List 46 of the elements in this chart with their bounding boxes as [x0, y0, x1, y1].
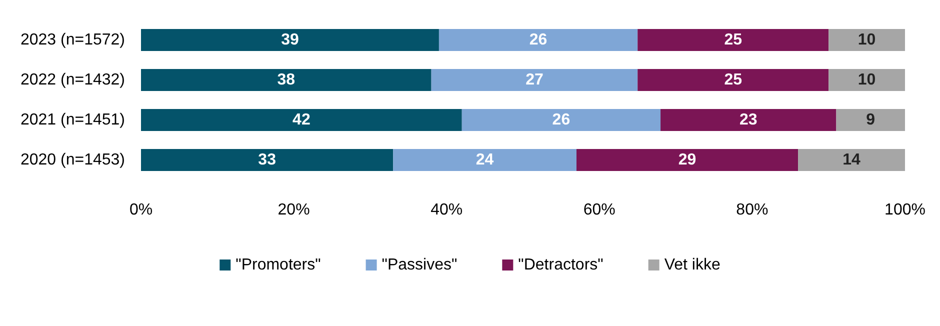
x-tick-label: 60%: [583, 202, 616, 218]
bar: [141, 29, 439, 51]
data-label: 24: [476, 152, 494, 168]
data-label: 38: [277, 72, 296, 88]
x-tick-label: 0%: [129, 202, 153, 218]
x-tick-label: 100%: [884, 202, 926, 218]
x-tick-label: 80%: [736, 202, 768, 218]
data-label: 26: [552, 112, 570, 128]
bar: [462, 109, 661, 131]
y-tick-label: 2021 (n=1451): [20, 112, 125, 128]
y-tick-label: 2020 (n=1453): [20, 152, 125, 168]
data-label: 25: [724, 72, 742, 88]
legend-label: "Detractors": [518, 256, 604, 274]
bar: [828, 69, 905, 91]
data-label: 23: [739, 112, 758, 128]
bar: [393, 149, 576, 171]
y-tick-label: 2022 (n=1432): [20, 72, 125, 88]
bar: [141, 109, 462, 131]
bar: [431, 69, 638, 91]
bar: [836, 109, 905, 131]
y-tick-label: 2023 (n=1572): [20, 32, 125, 48]
data-label: 29: [678, 152, 696, 168]
data-label: 33: [258, 152, 276, 168]
bar: [638, 29, 829, 51]
data-label: 39: [281, 32, 299, 48]
data-label: 42: [292, 112, 310, 128]
legend-label: "Passives": [382, 256, 458, 274]
data-label: 14: [842, 152, 861, 168]
x-tick-label: 20%: [278, 202, 310, 218]
legend-label: "Promoters": [236, 256, 321, 274]
bar: [660, 109, 836, 131]
bar: [828, 29, 905, 51]
bar: [141, 69, 432, 91]
bar: [576, 149, 798, 171]
data-label: 10: [858, 72, 876, 88]
data-label: 10: [858, 32, 876, 48]
x-tick-label: 40%: [430, 202, 463, 218]
bar: [638, 69, 829, 91]
legend-label: Vet ikke: [664, 256, 720, 274]
bar: [438, 29, 638, 51]
bar: [798, 149, 905, 171]
data-label: 9: [866, 112, 876, 128]
bar: [141, 149, 394, 171]
data-label: 27: [526, 72, 544, 88]
data-label: 25: [724, 32, 742, 48]
data-label: 26: [529, 32, 548, 48]
